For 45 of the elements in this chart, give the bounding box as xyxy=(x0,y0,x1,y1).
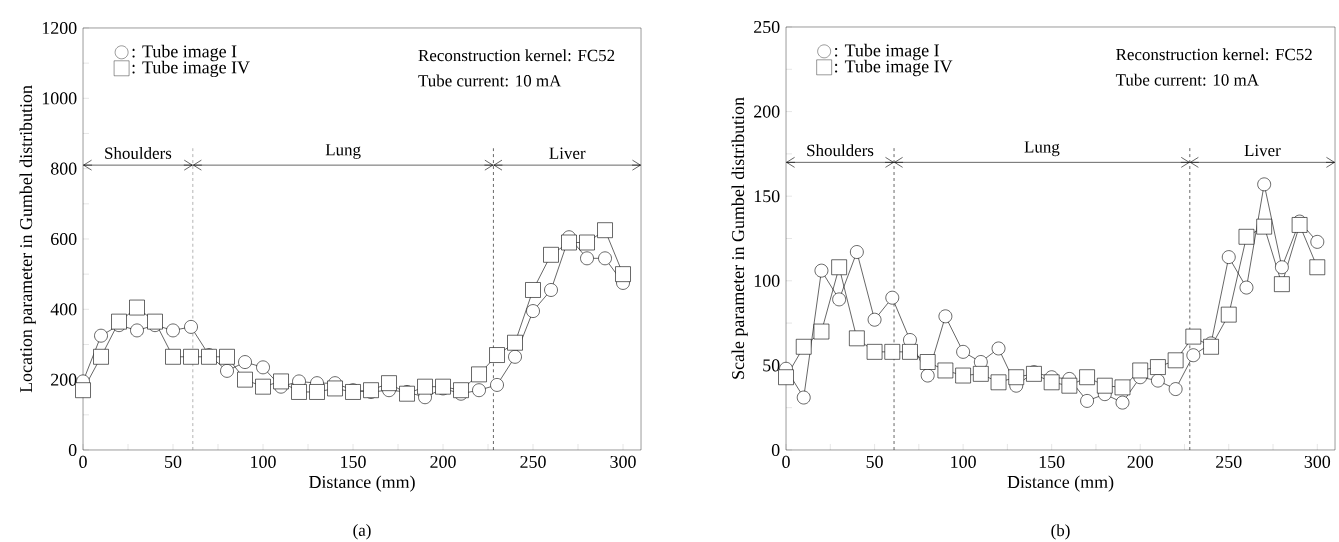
x-tick-label: 250 xyxy=(520,455,546,468)
x-tick-label: 250 xyxy=(1216,455,1242,468)
x-tick-label: 100 xyxy=(251,455,276,468)
y-tick-label: 400 xyxy=(50,303,77,316)
annotation: Liver xyxy=(1244,144,1281,157)
text: (a) xyxy=(353,524,371,540)
legend-label: : Tube image IV xyxy=(835,59,953,77)
annotation: Shoulders xyxy=(807,144,874,157)
y-tick-label: 800 xyxy=(50,162,77,175)
y-tick-label: 0 xyxy=(68,443,77,457)
y-tick-label: 1200 xyxy=(42,21,77,35)
x-tick-label: 300 xyxy=(1304,455,1331,468)
y-tick-label: 200 xyxy=(754,105,780,118)
legend-label: : Tube image IV xyxy=(132,60,250,78)
x-tick-label: 50 xyxy=(165,455,182,468)
y-axis-title: Location parameter in Gumbel distribution xyxy=(19,85,36,393)
text: (b) xyxy=(1051,524,1070,540)
annotation: Lung xyxy=(1024,141,1060,157)
y-tick-label: 100 xyxy=(754,274,780,287)
x-tick-label: 150 xyxy=(1039,455,1065,468)
x-tick-label: 50 xyxy=(866,455,883,468)
x-tick-label: 300 xyxy=(610,455,636,468)
y-axis-title: Scale parameter in Gumbel distribution xyxy=(731,97,748,379)
y-tick-label: 150 xyxy=(754,190,780,203)
x-tick-label: 200 xyxy=(1127,455,1153,468)
x-axis-title: Distance (mm) xyxy=(309,475,415,492)
y-tick-label: 0 xyxy=(771,443,780,457)
x-tick-label: 0 xyxy=(79,455,87,468)
annotation: Lung xyxy=(325,144,361,159)
annotation: Reconstruction kernel: FC52 xyxy=(418,49,615,62)
y-tick-label: 600 xyxy=(51,232,77,246)
annotation: Reconstruction kernel: FC52 xyxy=(1116,48,1312,61)
y-tick-label: 1000 xyxy=(42,92,77,105)
annotation: Liver xyxy=(549,147,586,159)
y-tick-label: 200 xyxy=(51,373,77,386)
x-tick-label: 100 xyxy=(951,455,976,468)
annotation: Shoulders xyxy=(105,147,172,159)
y-tick-label: 50 xyxy=(763,359,780,372)
x-tick-label: 0 xyxy=(782,455,790,468)
annotation: Tube current: 10 mA xyxy=(1115,73,1259,86)
annotation: Tube current: 10 mA xyxy=(418,74,562,87)
x-tick-label: 150 xyxy=(341,455,366,468)
y-tick-label: 250 xyxy=(754,20,780,34)
x-tick-label: 200 xyxy=(430,455,456,468)
x-axis-title: Distance (mm) xyxy=(1007,475,1114,492)
